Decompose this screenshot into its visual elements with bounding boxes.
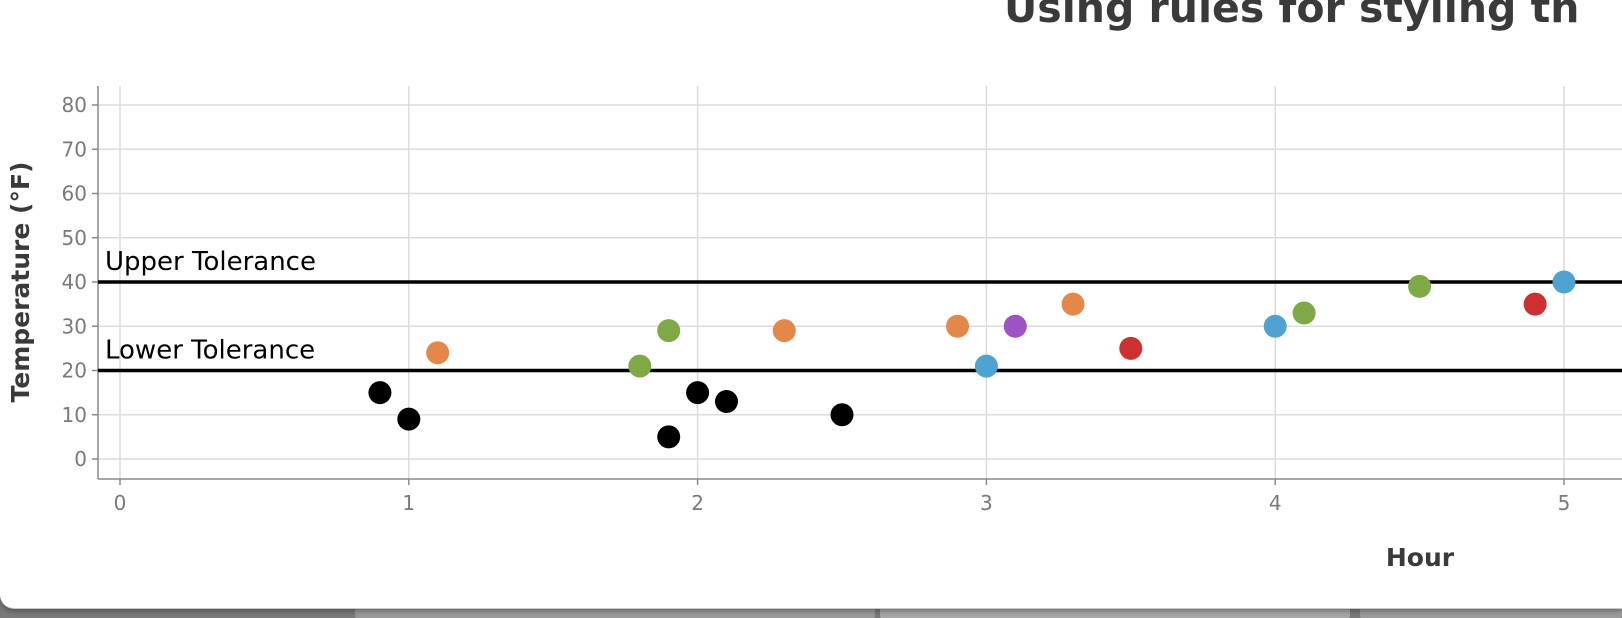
data-point (1408, 274, 1432, 298)
data-point (628, 354, 652, 378)
y-tick-label: 10 (62, 403, 87, 427)
data-point (657, 319, 681, 343)
data-point (772, 319, 796, 343)
x-tick-label: 2 (691, 491, 704, 515)
data-point (714, 389, 738, 413)
y-tick-label: 30 (62, 314, 87, 338)
x-tick-label: 3 (980, 491, 993, 515)
data-point (1552, 270, 1576, 294)
x-tick-label: 1 (402, 491, 415, 515)
data-point (1292, 301, 1316, 325)
chart-title: Using rules for styling th (1004, 0, 1580, 32)
data-point (657, 425, 681, 449)
data-point (426, 341, 450, 365)
x-axis-title: Hour (1386, 543, 1455, 572)
y-tick-label: 40 (62, 270, 87, 294)
tolerance-rule-label: Lower Tolerance (105, 336, 315, 366)
y-tick-label: 80 (62, 93, 87, 117)
data-point (830, 403, 854, 427)
data-point (1263, 314, 1287, 338)
data-point (974, 354, 998, 378)
y-tick-label: 0 (74, 447, 87, 471)
data-point (368, 381, 392, 405)
y-tick-label: 70 (62, 137, 87, 161)
x-tick-label: 0 (114, 491, 127, 515)
tolerance-rule-label: Upper Tolerance (105, 247, 316, 277)
y-axis-title: Temperature (°F) (6, 162, 35, 403)
data-point (1119, 336, 1143, 360)
data-point (1061, 292, 1085, 316)
y-tick-label: 50 (62, 226, 87, 250)
y-tick-label: 60 (62, 182, 87, 206)
data-point (946, 314, 970, 338)
data-point (686, 381, 710, 405)
x-tick-label: 5 (1558, 491, 1571, 515)
data-point (1003, 314, 1027, 338)
x-tick-label: 4 (1269, 491, 1282, 515)
y-tick-label: 20 (62, 359, 87, 383)
data-point (1523, 292, 1547, 316)
data-point (397, 407, 421, 431)
